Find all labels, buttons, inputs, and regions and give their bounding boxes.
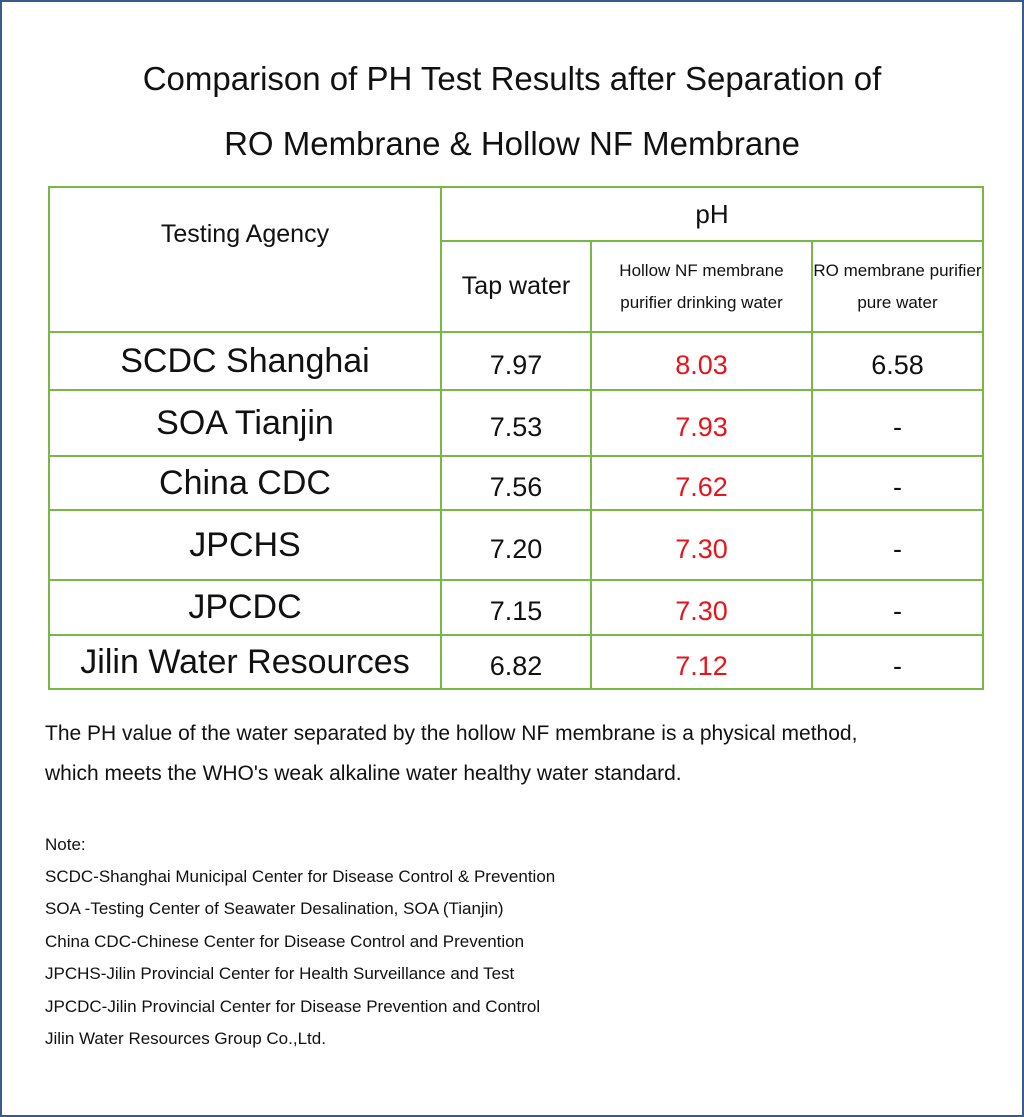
- table-row: JPCDC 7.15 7.30-: [48, 579, 984, 636]
- ph-cell: 7.20: [440, 509, 592, 581]
- ph-cell: 6.58: [811, 331, 984, 391]
- ph-cell: 8.03: [590, 331, 813, 391]
- ph-cell: -: [811, 455, 984, 511]
- table-row: JPCHS 7.20 7.30-: [48, 509, 984, 581]
- ph-cell: 7.62: [590, 455, 813, 511]
- agency-cell: JPCHS: [48, 509, 442, 581]
- group-header: pH: [440, 186, 984, 242]
- corner-header: Testing Agency: [48, 186, 442, 333]
- column-header: Hollow NF membrane purifier drinking wat…: [590, 240, 813, 333]
- ph-cell: -: [811, 389, 984, 457]
- ph-cell: 7.15: [440, 579, 592, 636]
- ph-cell: -: [811, 509, 984, 581]
- agency-cell: China CDC: [48, 455, 442, 511]
- description-line: The PH value of the water separated by t…: [45, 722, 858, 745]
- note-item: SCDC-Shanghai Municipal Center for Disea…: [45, 867, 556, 886]
- ph-cell: 7.93: [590, 389, 813, 457]
- ph-cell: -: [811, 634, 984, 690]
- table-row: SOA Tianjin 7.53 7.93-: [48, 389, 984, 457]
- table-row: Jilin Water Resources 6.82 7.12-: [48, 634, 984, 690]
- agency-cell: SOA Tianjin: [48, 389, 442, 457]
- description-line: which meets the WHO's weak alkaline wate…: [45, 762, 682, 785]
- ph-cell: 7.30: [590, 579, 813, 636]
- column-header: RO membrane purifier pure water: [811, 240, 984, 333]
- column-header: Tap water: [440, 240, 592, 333]
- ph-cell: 7.12: [590, 634, 813, 690]
- note-heading: Note:: [45, 835, 86, 854]
- title-line: Comparison of PH Test Results after Sepa…: [142, 60, 882, 97]
- note-item: SOA -Testing Center of Seawater Desalina…: [45, 899, 504, 919]
- note-item: JPCDC-Jilin Provincial Center for Diseas…: [45, 996, 541, 1016]
- agency-cell: JPCDC: [48, 579, 442, 636]
- results-table: Testing Agency pH Tap water Hollow NF me…: [48, 186, 984, 690]
- ph-cell: 6.82: [440, 634, 592, 690]
- ph-cell: -: [811, 579, 984, 636]
- note-item: China CDC-Chinese Center for Disease Con…: [45, 931, 525, 951]
- ph-cell: 7.30: [590, 509, 813, 581]
- ph-cell: 7.97: [440, 331, 592, 391]
- table-row: China CDC 7.56 7.62-: [48, 455, 984, 511]
- agency-cell: SCDC Shanghai: [48, 331, 442, 391]
- ph-cell: 7.53: [440, 389, 592, 457]
- title-line: RO Membrane & Hollow NF Membrane: [224, 125, 800, 162]
- note-item: JPCHS-Jilin Provincial Center for Health…: [45, 964, 515, 984]
- ph-cell: 7.56: [440, 455, 592, 511]
- agency-cell: Jilin Water Resources: [48, 634, 442, 690]
- note-item: Jilin Water Resources Group Co.,Ltd.: [45, 1029, 326, 1048]
- table-row: SCDC Shanghai 7.97 8.03 6.58: [48, 331, 984, 391]
